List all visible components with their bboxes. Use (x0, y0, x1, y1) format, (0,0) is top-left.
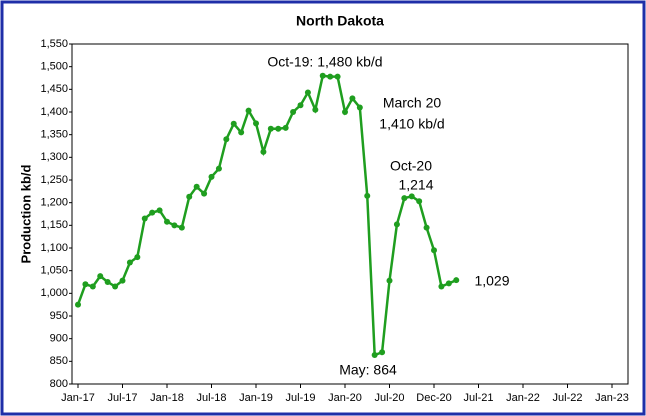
y-tick-label: 850 (50, 355, 68, 367)
data-point (275, 125, 282, 132)
y-tick-label: 1,000 (40, 287, 68, 299)
y-tick-label: 1,450 (40, 83, 68, 95)
data-point (453, 277, 460, 284)
y-tick-label: 950 (50, 310, 68, 322)
y-tick-label: 1,200 (40, 197, 68, 209)
data-point (164, 218, 170, 225)
x-tick-label: Jan-22 (506, 392, 540, 404)
plot-area (71, 43, 629, 385)
data-point (260, 148, 267, 155)
data-point (215, 165, 222, 172)
y-tick-label: 900 (50, 333, 68, 345)
x-tick-label: Jan-17 (61, 392, 95, 404)
data-point (431, 247, 437, 254)
annotation: Oct-20 (390, 158, 432, 174)
data-point (171, 222, 178, 229)
data-point (304, 89, 311, 96)
x-tick-label: Jul-17 (108, 392, 138, 404)
data-point (349, 95, 356, 102)
x-tick-label: Jul-20 (375, 392, 405, 404)
data-point (416, 198, 423, 205)
data-point (178, 224, 185, 231)
data-point (408, 193, 415, 200)
data-point (253, 120, 259, 127)
data-point (201, 190, 208, 197)
x-tick-label: Jul-18 (197, 392, 227, 404)
y-tick-label: 1,400 (40, 106, 68, 118)
data-point (186, 193, 193, 200)
data-point (149, 209, 156, 216)
data-point (319, 72, 326, 79)
data-point (245, 107, 252, 114)
series-line (76, 74, 457, 357)
data-point (282, 124, 289, 131)
x-tick-label: Jul-21 (464, 392, 494, 404)
data-point (230, 120, 237, 127)
x-tick-label: Jan-20 (328, 392, 362, 404)
x-tick-label: Jul-19 (286, 392, 316, 404)
x-tick-label: Jul-22 (553, 392, 583, 404)
x-tick-label: Dec-20 (416, 392, 451, 404)
data-point (371, 351, 378, 358)
data-point (379, 349, 386, 356)
y-tick-label: 1,250 (40, 174, 68, 186)
data-point (238, 129, 245, 136)
data-point (423, 224, 430, 231)
data-point (141, 215, 148, 222)
x-tick-label: Jan-19 (239, 392, 273, 404)
annotation: Oct-19: 1,480 kb/d (267, 54, 382, 70)
data-point (312, 106, 319, 113)
data-point (119, 277, 126, 284)
data-point (126, 259, 133, 266)
data-point (334, 73, 341, 80)
annotation: 1,410 kb/d (379, 116, 444, 132)
y-tick-label: 1,150 (40, 219, 68, 231)
data-point (223, 136, 230, 143)
data-point (438, 283, 445, 290)
y-tick-label: 1,050 (40, 265, 68, 277)
x-tick-label: Jan-18 (150, 392, 184, 404)
data-point (104, 279, 111, 285)
data-point (445, 280, 452, 287)
y-tick-label: 1,350 (40, 129, 68, 141)
y-axis-label: Production kb/d (18, 164, 33, 263)
y-tick-label: 1,100 (40, 242, 68, 254)
data-point (290, 109, 297, 115)
data-point (297, 102, 304, 109)
data-point (327, 73, 334, 80)
data-point (134, 254, 141, 261)
data-point (97, 273, 104, 280)
data-point (393, 221, 400, 228)
data-point (193, 183, 200, 190)
annotation: 1,214 (398, 177, 433, 193)
y-tick-label: 1,500 (40, 61, 68, 73)
data-point (386, 277, 393, 284)
annotation: 1,029 (474, 273, 509, 289)
data-point (82, 281, 89, 288)
data-point (112, 283, 119, 290)
chart-title: North Dakota (296, 13, 384, 29)
data-point (156, 207, 163, 214)
data-point (356, 104, 363, 111)
data-point (401, 195, 408, 202)
data-point (208, 173, 215, 180)
y-tick-label: 1,550 (40, 38, 68, 50)
y-tick-label: 1,300 (40, 151, 68, 163)
annotation: March 20 (383, 95, 442, 111)
data-point (364, 192, 371, 199)
annotation: May: 864 (339, 362, 397, 378)
y-tick-label: 800 (50, 378, 68, 390)
data-point (342, 109, 348, 115)
data-point (89, 283, 96, 290)
data-point (267, 125, 274, 132)
data-point (75, 301, 81, 308)
x-tick-label: Jan-23 (595, 392, 629, 404)
